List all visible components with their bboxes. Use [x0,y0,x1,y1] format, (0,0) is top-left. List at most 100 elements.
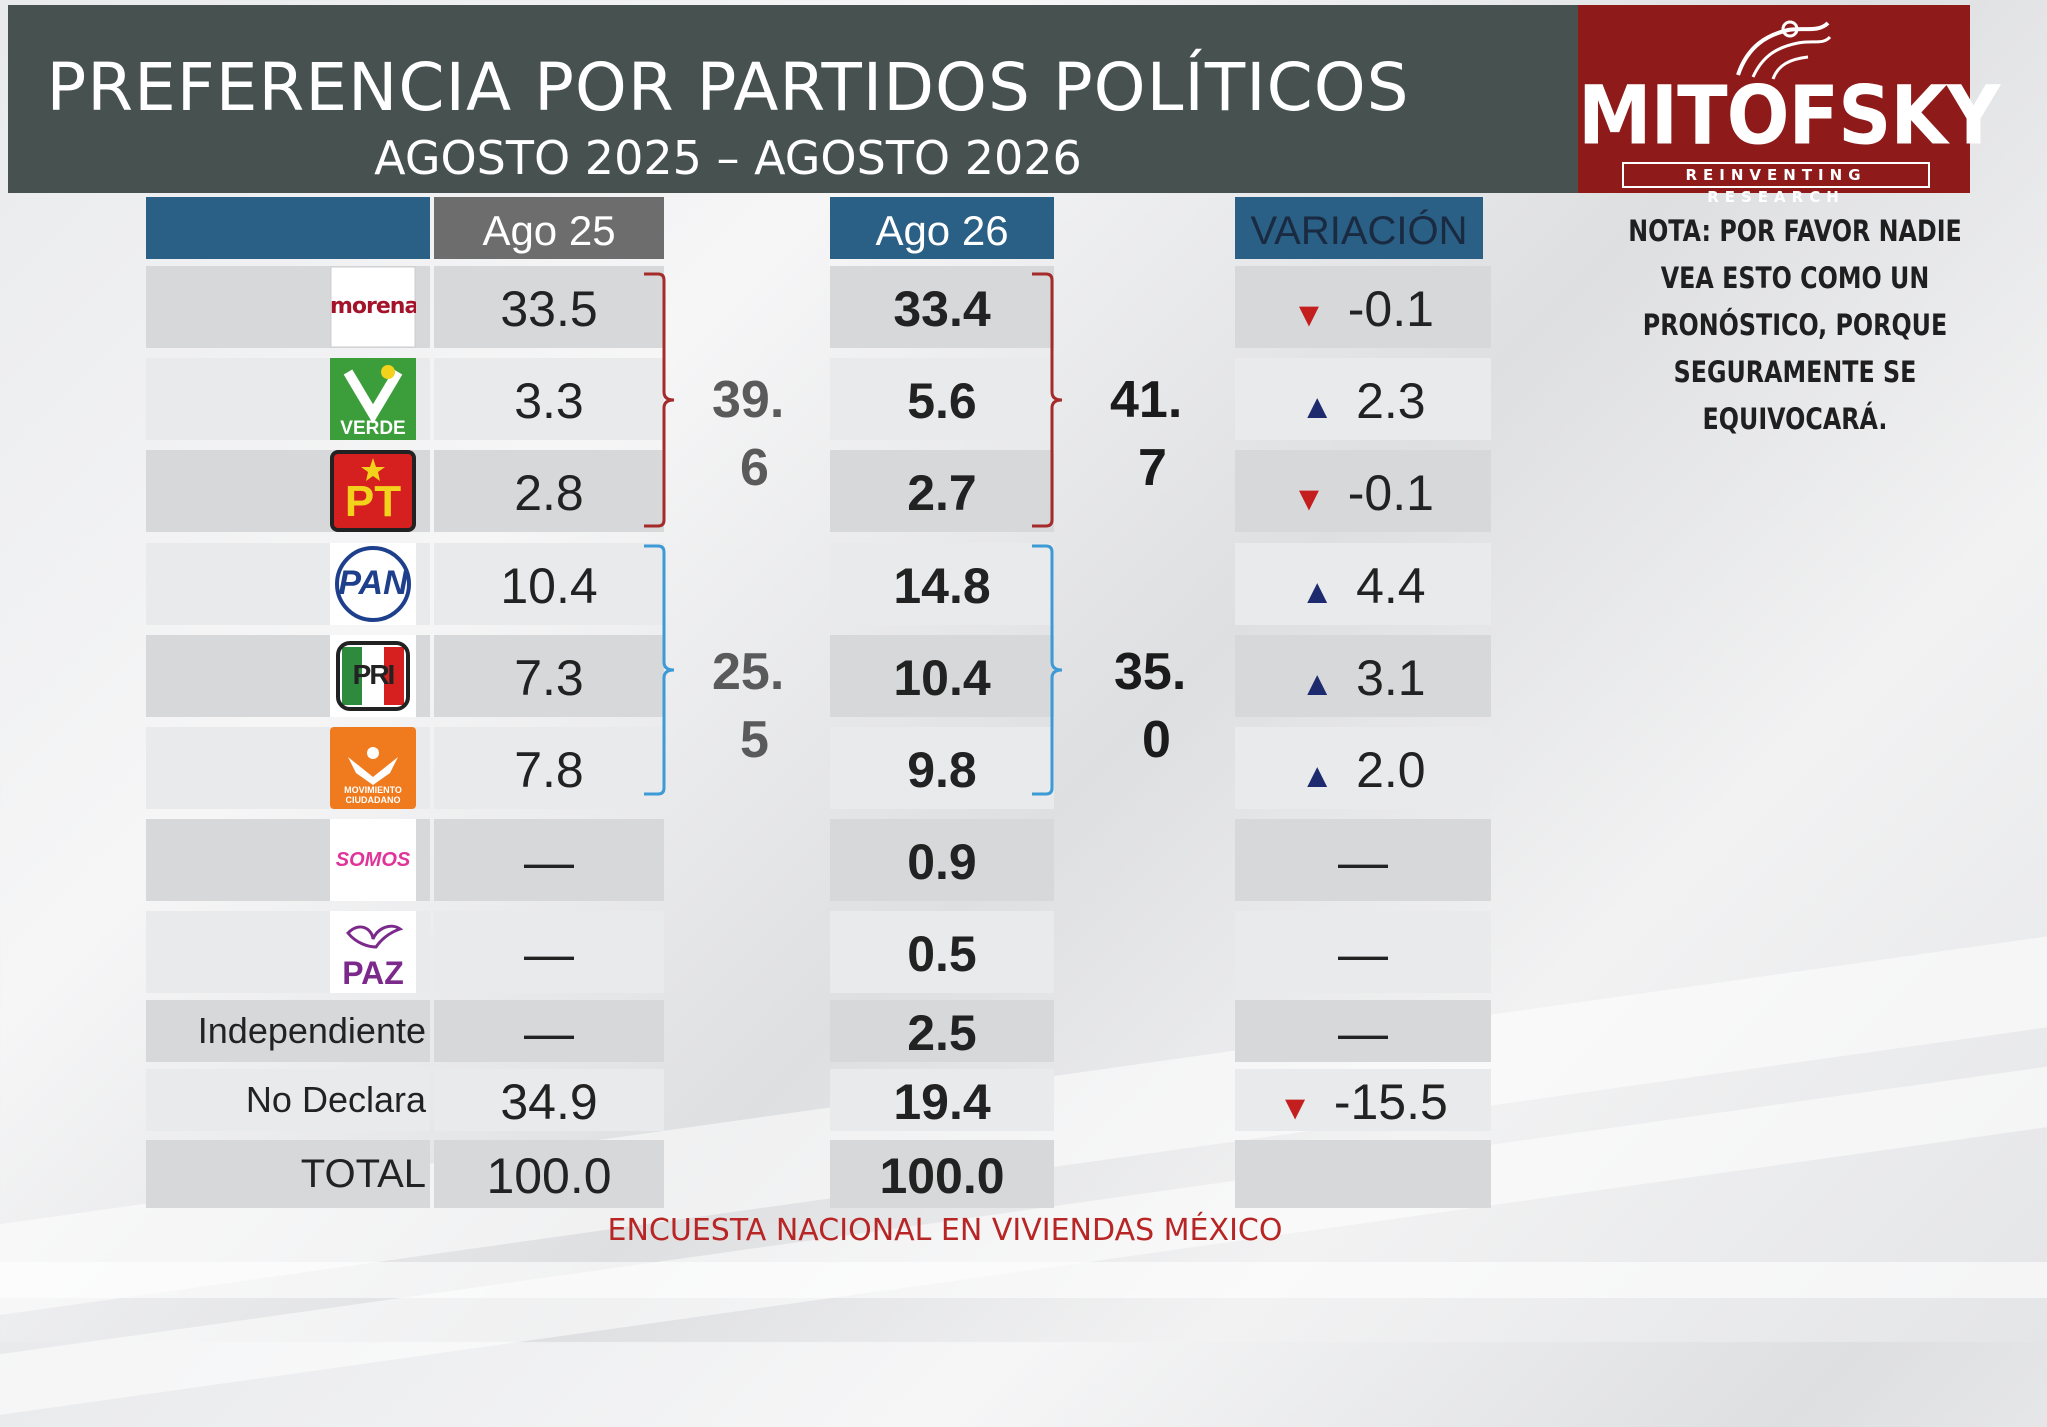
cell-ago25: 34.9 [434,1069,664,1131]
cell-variacion: ▲ 4.4 [1235,543,1491,625]
cell-variacion: ▼ -0.1 [1235,450,1491,532]
pt-logo-icon [330,450,416,532]
sum-line1: 41. [1110,371,1183,429]
cell-variacion: ▲ 3.1 [1235,635,1491,717]
bracket-coalition-left-ago26 [1032,272,1063,528]
pri-logo-text: PRI [352,659,396,690]
sum-line2: 6 [740,439,769,497]
cell-variacion [1235,1140,1491,1208]
paz-logo-text: PAZ [342,955,404,991]
variacion-content: ▼ -0.1 [1235,450,1491,542]
cell-variacion: ▼ -15.5 [1235,1069,1491,1131]
morena-logo-icon [330,266,416,348]
sum-line2: 0 [1142,711,1171,769]
mc-logo-icon [330,727,416,809]
variacion-content: ▼ -0.1 [1235,266,1491,358]
row-label-somos: SOMOS [146,819,430,901]
party-logo-morena: morena [330,266,416,348]
cell-ago26: 2.5 [830,1000,1054,1062]
cell-ago25: 100.0 [434,1140,664,1208]
cell-ago25: 33.5 [434,266,664,348]
party-logo-pri: PRI [330,635,416,717]
cell-ago25: — [434,1000,664,1062]
footer-source: ENCUESTA NACIONAL EN VIVIENDAS MÉXICO [607,1213,1283,1248]
variacion-value: -0.1 [1347,281,1434,337]
party-logo-paz: PAZ [330,911,416,993]
cell-ago26: 100.0 [830,1140,1054,1208]
down-triangle-icon: ▼ [1292,480,1326,518]
variacion-value: -15.5 [1333,1074,1448,1130]
sum-line2: 5 [740,711,769,769]
row-label-independiente: Independiente [146,1000,430,1062]
label-column-header [146,197,430,259]
up-triangle-icon: ▲ [1300,757,1335,795]
cell-variacion: — [1235,819,1491,901]
row-label-morena: morena [146,266,430,348]
sum-line1: 39. [712,371,785,429]
party-logo-pt: PT [330,450,416,532]
bracket-coalition-right-ago25 [644,544,675,796]
row-label-total: TOTAL [146,1140,430,1208]
cell-ago25: 7.3 [434,635,664,717]
cell-variacion: ▼ -0.1 [1235,266,1491,348]
cell-ago25: — [434,819,664,901]
cell-variacion: — [1235,1000,1491,1062]
cell-variacion: ▲ 2.0 [1235,727,1491,809]
variacion-content: ▲ 2.0 [1235,727,1491,819]
row-label-text: No Declara [245,1079,426,1120]
coalition-total-ago25-left: 39. 6 [712,366,812,502]
somos-logo-icon [330,819,416,901]
variacion-value: — [1338,834,1388,890]
variacion-content: — [1235,819,1491,905]
variacion-content: ▲ 4.4 [1235,543,1491,635]
up-triangle-icon: ▲ [1300,665,1335,703]
pan-logo-icon [330,543,416,625]
sum-line2: 7 [1138,439,1167,497]
cell-ago26: 9.8 [830,727,1054,809]
row-label-pri: PRI [146,635,430,717]
page-subtitle: AGOSTO 2025 – AGOSTO 2026 [374,131,1082,185]
cell-ago25: 2.8 [434,450,664,532]
variacion-content: ▲ 2.3 [1235,358,1491,450]
pt-logo-text: PT [344,477,402,526]
pri-logo-icon [330,635,416,717]
logo-wordmark: MITOFSKY [1578,68,2000,164]
variacion-value: 2.3 [1356,373,1426,429]
paz-logo-icon [330,911,416,993]
variacion-value: 2.0 [1356,742,1426,798]
column-header-ago26: Ago 26 [830,197,1054,259]
cell-ago25: 3.3 [434,358,664,440]
variacion-value: -0.1 [1347,465,1434,521]
cell-ago25: 10.4 [434,543,664,625]
logo-tagline: REINVENTING RESEARCH [1622,162,1930,206]
variacion-value: — [1338,926,1388,982]
row-label-no-declara: No Declara [146,1069,430,1131]
up-triangle-icon: ▲ [1300,573,1335,611]
page-title: PREFERENCIA POR PARTIDOS POLÍTICOS [46,49,1410,126]
mitofsky-logo: MITOFSKY REINVENTING RESEARCH [1578,5,2000,206]
party-logo-pan: PAN [330,543,416,625]
variacion-value: 4.4 [1356,558,1426,614]
variacion-content: — [1235,1000,1491,1066]
coalition-total-ago26-left: 41. 7 [1110,366,1210,502]
cell-ago25: — [434,911,664,993]
footer-strip [0,1262,2047,1298]
cell-ago26: 0.5 [830,911,1054,993]
cell-ago26: 14.8 [830,543,1054,625]
logo-figure-icon [1736,20,1832,80]
cell-ago26: 19.4 [830,1069,1054,1131]
verde-logo-icon [330,358,416,440]
sum-line1: 35. [1114,643,1187,701]
morena-logo-text: morena [330,294,416,319]
somos-logo-text: SOMOS [335,849,411,871]
bracket-coalition-left-ago25 [644,272,675,528]
row-label-paz: PAZ [146,911,430,993]
row-label-verde: VERDE [146,358,430,440]
variacion-value: 3.1 [1356,650,1426,706]
sum-line1: 25. [712,643,785,701]
coalition-total-ago25-right: 25. 5 [712,638,812,774]
cell-ago25: 7.8 [434,727,664,809]
disclaimer-note: NOTA: POR FAVOR NADIE VEA ESTO COMO UN P… [1628,214,1962,436]
bracket-coalition-right-ago26 [1032,544,1063,796]
row-label-pan: PAN [146,543,430,625]
